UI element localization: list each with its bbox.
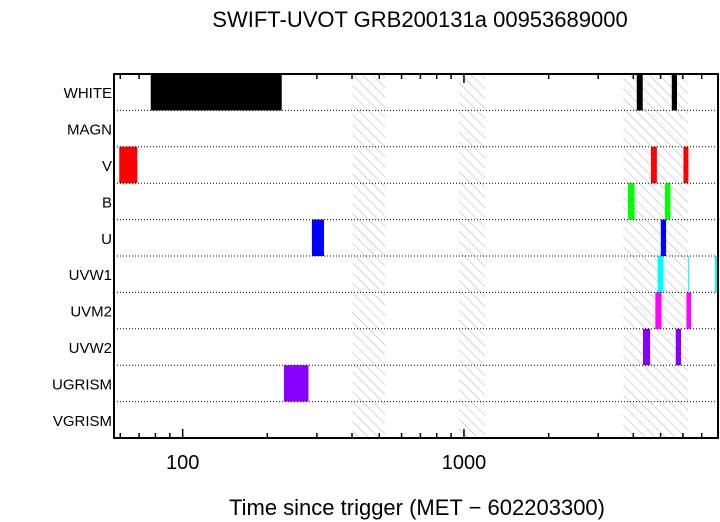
x-axis-ticks <box>119 74 719 438</box>
exposure-bar-u <box>311 219 325 256</box>
x-tick-label: 100 <box>166 452 199 474</box>
no-data-region <box>352 74 386 438</box>
chart-title: SWIFT-UVOT GRB200131a 00953689000 <box>212 7 627 32</box>
row-label-v: V <box>102 158 112 175</box>
x-axis-tick-labels: 100 1000 <box>166 452 486 474</box>
row-label-magn: MAGN <box>67 122 112 139</box>
row-label-white: WHITE <box>64 85 112 102</box>
row-label-uvw2: UVW2 <box>69 340 112 357</box>
plot-frame <box>113 73 719 439</box>
exposure-bar-uvw1 <box>657 256 664 293</box>
exposure-bar-white <box>636 74 643 111</box>
exposure-bar-uvw1 <box>714 256 718 293</box>
exposure-bar-b <box>664 183 671 220</box>
row-label-u: U <box>101 231 112 248</box>
row-label-uvw1: UVW1 <box>69 267 112 284</box>
exposure-bar-uvm2 <box>686 292 692 329</box>
exposure-bar-u <box>660 219 667 256</box>
exposure-bar-white <box>671 74 678 111</box>
exposure-bar-ugrism <box>283 365 309 402</box>
exposure-bar-uvw2 <box>643 328 651 366</box>
x-axis-label: Time since trigger (MET − 602203300) <box>229 495 605 520</box>
row-label-vgrism: VGRISM <box>53 413 112 430</box>
exposure-bar-v <box>650 146 657 184</box>
exposure-bar-v <box>119 146 138 184</box>
exposure-bar-v <box>683 146 689 184</box>
row-label-uvm2: UVM2 <box>70 304 112 321</box>
row-label-ugrism: UGRISM <box>52 376 112 393</box>
exposure-bar-uvw2 <box>675 328 682 366</box>
exposure-bar-white <box>150 74 282 111</box>
row-label-b: B <box>102 194 112 211</box>
x-tick-label: 1000 <box>442 452 487 474</box>
exposure-bar-uvw1 <box>688 256 690 293</box>
exposure-bar-b <box>628 183 635 220</box>
exposure-bar-uvm2 <box>655 292 662 329</box>
filter-row-labels: WHITE MAGN V B U UVW1 UVM2 UVW2 UGRISM VGRISM <box>52 85 112 430</box>
exposure-bars <box>119 74 718 402</box>
